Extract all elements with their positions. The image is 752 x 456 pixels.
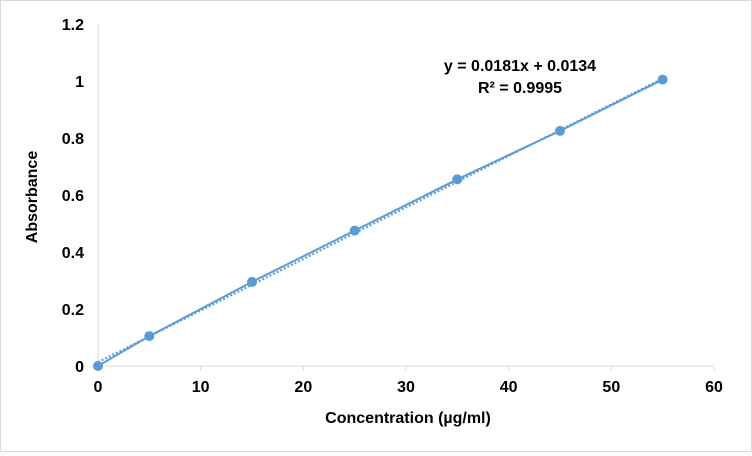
trendline-group	[97, 77, 664, 367]
series-group	[93, 74, 668, 371]
axes	[97, 24, 715, 371]
r-squared-label: R² = 0.9995	[478, 80, 562, 97]
x-tick-label: 40	[500, 379, 518, 396]
data-point	[247, 276, 257, 287]
y-tick-label: 0.6	[62, 188, 84, 205]
data-point	[93, 361, 103, 371]
linear-trendline	[97, 77, 664, 364]
data-point	[349, 225, 360, 236]
x-tick-label: 10	[192, 379, 210, 396]
x-tick-labels: 0 10 20 30 40 50 60	[94, 379, 723, 396]
y-tick-label: 0.4	[62, 245, 84, 262]
x-axis-title: Concentration (µg/ml)	[325, 410, 491, 427]
trendline-equation: y = 0.0181x + 0.0134	[444, 58, 596, 75]
y-tick-label: 1	[75, 74, 84, 91]
y-tick-label: 0.2	[62, 302, 84, 319]
x-tick-label: 30	[397, 379, 415, 396]
x-tick-label: 60	[705, 379, 723, 396]
data-point	[144, 331, 155, 342]
y-tick-label: 0.8	[62, 131, 84, 148]
y-tick-label: 1.2	[62, 17, 84, 34]
x-tick-label: 20	[294, 379, 312, 396]
y-tick-label: 0	[75, 359, 84, 376]
x-tick-label: 50	[602, 379, 620, 396]
x-tick-label: 0	[94, 379, 103, 396]
data-point	[555, 125, 565, 136]
series-line	[97, 78, 664, 367]
y-tick-labels: 0 0.2 0.4 0.6 0.8 1 1.2	[62, 17, 84, 376]
data-point	[657, 74, 668, 85]
y-axis-title: Absorbance	[24, 151, 41, 244]
data-point	[452, 174, 463, 185]
